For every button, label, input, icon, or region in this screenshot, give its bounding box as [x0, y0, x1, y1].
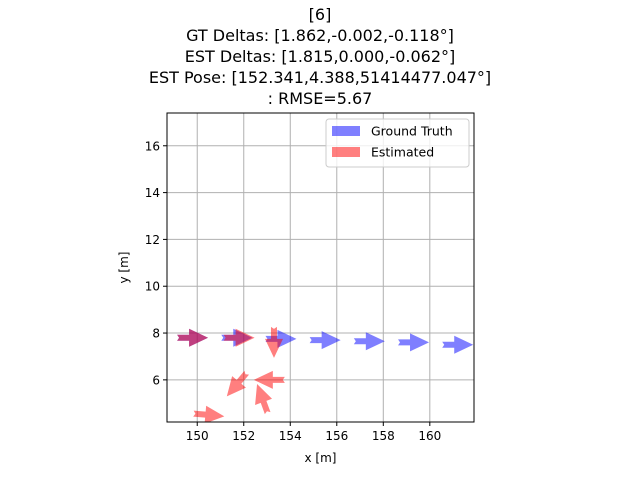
tick-label-y: 16 [145, 139, 160, 153]
legend-swatch-estimated [332, 147, 360, 157]
estimated-arrow [177, 328, 209, 347]
x-axis-label: x [m] [305, 451, 337, 465]
title-line-est-pose: EST Pose: [152.341,4.388,51414477.047°] [148, 68, 492, 87]
tick-label-y: 6 [152, 373, 160, 387]
legend: Ground Truth Estimated [325, 118, 470, 168]
estimated-arrow [255, 384, 273, 415]
tick-label-y: 12 [145, 233, 160, 247]
tick-label-y: 10 [145, 280, 160, 294]
tick-label-x: 158 [372, 429, 395, 443]
legend-swatch-ground-truth [332, 126, 360, 136]
ground-truth-arrow [309, 331, 341, 350]
tick-layer: 150 152 154 156 158 160 6 8 10 12 14 16 [145, 139, 442, 443]
legend-box [325, 118, 470, 168]
tick-label-x: 150 [186, 429, 209, 443]
title-line-est-deltas: EST Deltas: [1.815,0.000,-0.062°] [184, 47, 456, 66]
legend-label-estimated: Estimated [371, 145, 434, 160]
tick-label-x: 154 [279, 429, 302, 443]
ground-truth-arrow [398, 333, 430, 352]
title-line-gt-deltas: GT Deltas: [1.862,-0.002,-0.118°] [186, 26, 454, 45]
estimated-arrow [264, 326, 283, 358]
tick-label-x: 152 [232, 429, 255, 443]
ground-truth-arrow [265, 329, 297, 348]
title-line-rmse: : RMSE=5.67 [267, 89, 373, 108]
estimated-arrow [253, 370, 285, 389]
tick-label-y: 14 [145, 186, 160, 200]
ground-truth-arrow [442, 335, 474, 354]
axes-frame [166, 112, 475, 423]
ground-truth-arrow [353, 332, 385, 351]
estimated-arrow [193, 405, 225, 422]
chart-title: [6] GT Deltas: [1.862,-0.002,-0.118°] ES… [0, 4, 640, 109]
tick-label-x: 156 [325, 429, 348, 443]
legend-label-ground-truth: Ground Truth [371, 124, 453, 139]
estimated-arrow [226, 370, 250, 397]
tick-label-x: 160 [418, 429, 441, 443]
data-layer [177, 326, 474, 422]
tick-label-y: 8 [152, 327, 160, 341]
title-line-frame: [6] [308, 5, 332, 24]
estimated-arrow [223, 328, 255, 347]
y-axis-label: y [m] [117, 252, 131, 284]
